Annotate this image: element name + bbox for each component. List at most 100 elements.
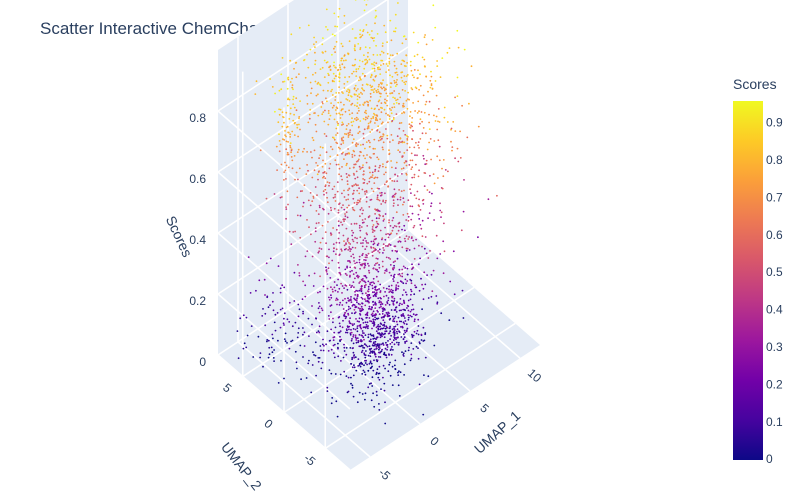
data-point[interactable] (283, 317, 285, 320)
data-point[interactable] (417, 141, 420, 144)
data-point[interactable] (371, 254, 374, 257)
data-point[interactable] (338, 80, 341, 83)
data-point[interactable] (345, 309, 348, 312)
data-point[interactable] (405, 219, 408, 221)
data-point[interactable] (353, 286, 355, 289)
data-point[interactable] (357, 358, 360, 360)
data-point[interactable] (407, 91, 409, 94)
data-point[interactable] (303, 331, 306, 334)
data-point[interactable] (326, 330, 329, 333)
data-point[interactable] (356, 325, 359, 327)
data-point[interactable] (369, 338, 372, 341)
data-point[interactable] (381, 238, 383, 241)
data-point[interactable] (325, 172, 328, 175)
data-point[interactable] (375, 291, 378, 294)
data-point[interactable] (371, 322, 374, 324)
data-point[interactable] (330, 402, 333, 405)
data-point[interactable] (418, 198, 420, 201)
data-point[interactable] (362, 154, 365, 157)
data-point[interactable] (361, 221, 364, 224)
data-point[interactable] (395, 71, 398, 74)
data-point[interactable] (352, 138, 355, 141)
data-point[interactable] (401, 325, 404, 328)
data-point[interactable] (293, 113, 295, 116)
data-point[interactable] (409, 205, 412, 208)
data-point[interactable] (364, 304, 367, 307)
data-point[interactable] (434, 80, 437, 82)
data-point[interactable] (388, 153, 391, 156)
data-point[interactable] (378, 348, 380, 351)
data-point[interactable] (338, 86, 340, 88)
data-point[interactable] (343, 158, 345, 161)
data-point[interactable] (351, 238, 354, 241)
data-point[interactable] (383, 382, 386, 385)
data-point[interactable] (349, 275, 351, 278)
data-point[interactable] (266, 340, 268, 343)
data-point[interactable] (401, 303, 403, 306)
data-point[interactable] (309, 48, 312, 51)
data-point[interactable] (462, 210, 465, 213)
data-point[interactable] (296, 214, 299, 217)
data-point[interactable] (384, 98, 386, 101)
data-point[interactable] (330, 90, 332, 93)
data-point[interactable] (362, 252, 364, 255)
data-point[interactable] (376, 104, 379, 107)
data-point[interactable] (393, 106, 396, 108)
data-point[interactable] (287, 166, 290, 169)
data-point[interactable] (326, 201, 329, 204)
data-point[interactable] (342, 308, 345, 310)
data-point[interactable] (401, 173, 403, 175)
data-point[interactable] (442, 272, 445, 275)
data-point[interactable] (436, 155, 439, 158)
data-point[interactable] (349, 266, 352, 269)
data-point[interactable] (378, 378, 381, 381)
data-point[interactable] (332, 321, 334, 324)
data-point[interactable] (372, 190, 375, 193)
data-point[interactable] (364, 147, 366, 150)
data-point[interactable] (367, 333, 370, 336)
data-point[interactable] (354, 183, 357, 186)
data-point[interactable] (363, 179, 366, 181)
data-point[interactable] (354, 44, 356, 46)
data-point[interactable] (351, 72, 353, 75)
data-point[interactable] (435, 295, 438, 297)
data-point[interactable] (356, 189, 359, 192)
data-point[interactable] (415, 332, 418, 335)
data-point[interactable] (346, 331, 349, 334)
data-point[interactable] (342, 204, 344, 207)
data-point[interactable] (435, 115, 438, 118)
data-point[interactable] (282, 138, 284, 141)
data-point[interactable] (317, 81, 320, 84)
data-point[interactable] (378, 306, 381, 309)
data-point[interactable] (374, 114, 376, 116)
data-point[interactable] (364, 237, 366, 240)
data-point[interactable] (388, 233, 391, 236)
data-point[interactable] (339, 335, 341, 338)
data-point[interactable] (391, 267, 394, 270)
data-point[interactable] (341, 138, 343, 141)
data-point[interactable] (374, 165, 377, 168)
data-point[interactable] (406, 280, 409, 282)
data-point[interactable] (252, 356, 255, 358)
data-point[interactable] (363, 266, 366, 269)
data-point[interactable] (352, 335, 355, 338)
data-point[interactable] (356, 176, 359, 179)
data-point[interactable] (361, 219, 364, 221)
data-point[interactable] (418, 244, 420, 247)
data-point[interactable] (314, 123, 317, 126)
data-point[interactable] (373, 64, 376, 67)
data-point[interactable] (393, 82, 396, 84)
data-point[interactable] (378, 301, 381, 304)
data-point[interactable] (393, 225, 396, 227)
data-point[interactable] (402, 167, 405, 170)
data-point[interactable] (394, 325, 397, 328)
data-point[interactable] (327, 350, 330, 352)
data-point[interactable] (414, 314, 417, 316)
data-point[interactable] (389, 338, 391, 341)
data-point[interactable] (375, 116, 377, 119)
data-point[interactable] (391, 365, 394, 368)
data-point[interactable] (404, 240, 407, 243)
data-point[interactable] (267, 356, 270, 359)
data-point[interactable] (387, 315, 390, 318)
